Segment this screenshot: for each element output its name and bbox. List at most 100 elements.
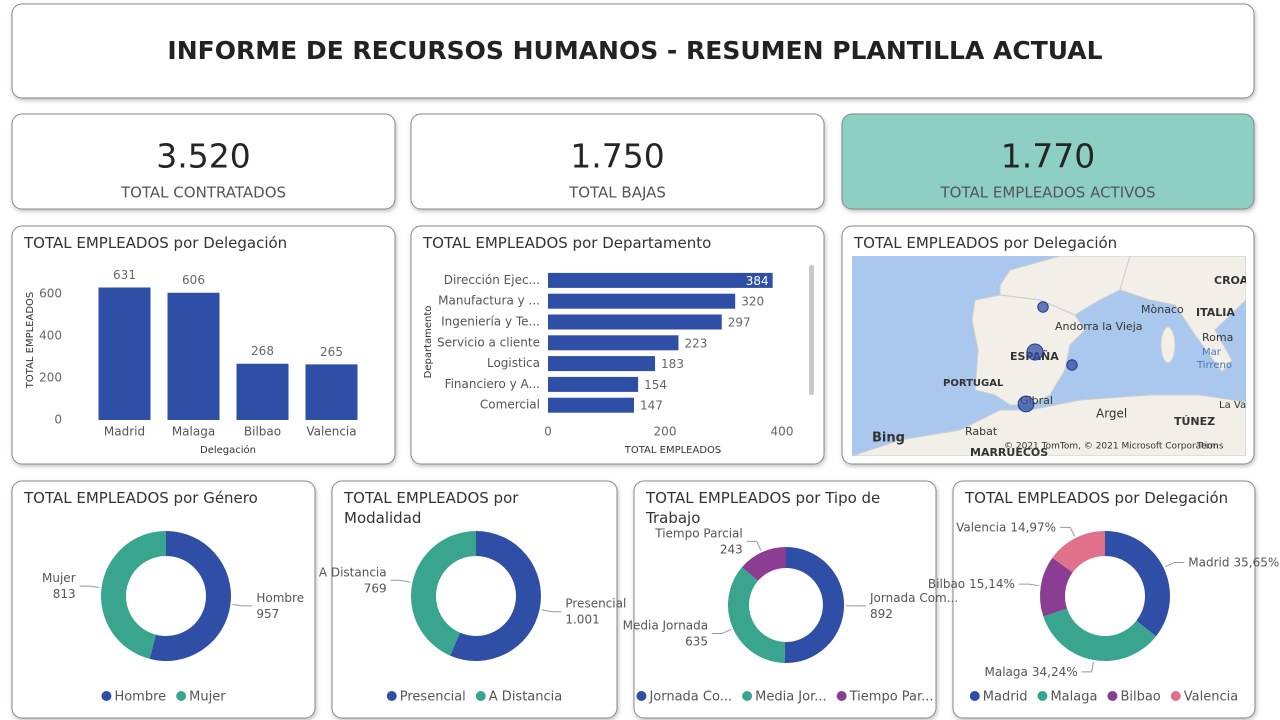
bar [548, 293, 736, 309]
y-tick-label: 0 [54, 413, 62, 427]
data-label: Jornada Com... 892 [869, 590, 958, 620]
legend-marker [742, 691, 753, 701]
legend: Presencial A Distancia [386, 690, 562, 705]
y-tick-label: Servicio a cliente [437, 335, 540, 349]
leader-line [712, 628, 732, 634]
legend-marker [836, 691, 847, 701]
chart-title: TOTAL EMPLEADOS por Género [24, 489, 258, 507]
bar [548, 314, 722, 330]
label-name: Media Jornada [623, 618, 708, 632]
legend-marker [386, 691, 397, 701]
chart-title: TOTAL EMPLEADOS por Delegación [24, 234, 288, 252]
label-name: Bilbao [928, 577, 965, 591]
label-name: Presencial [565, 596, 626, 610]
legend-label: A Distancia [489, 690, 562, 705]
bar [548, 397, 634, 413]
y-tick-label: Manufactura y ... [438, 294, 540, 308]
map-bubble [1017, 395, 1035, 413]
x-axis-title: Delegación [200, 444, 256, 456]
card [633, 480, 937, 719]
legend-marker [101, 691, 112, 701]
leader-line [1081, 661, 1094, 673]
x-tick-label: 0 [544, 425, 552, 439]
label-name: Tiempo Parcial [654, 526, 742, 540]
legend-marker [969, 691, 980, 701]
legend-label: Jornada Co... [648, 690, 732, 705]
map-label: Mar [1202, 347, 1222, 358]
donut-slice [741, 547, 786, 581]
card [331, 480, 618, 719]
data-label: 268 [251, 344, 274, 358]
data-label: Mujer 813 [42, 571, 76, 601]
map-label: Andorra la Vieja [1055, 320, 1143, 333]
legend-label: Bilbao [1120, 690, 1160, 705]
y-tick-label: Dirección Ejec... [444, 273, 540, 287]
card [410, 113, 825, 210]
y-tick-label: Comercial [480, 398, 540, 412]
map-label: Mònaco [1141, 303, 1184, 316]
leader-line [1018, 583, 1039, 587]
donut-slice [1043, 608, 1156, 661]
x-tick-label: Valencia [306, 425, 356, 439]
header-card [11, 3, 1255, 99]
kpi-value: 1.750 [570, 137, 664, 176]
kpi-value: 3.520 [156, 137, 250, 176]
label-value: 243 [720, 542, 743, 556]
label-value: 769 [364, 581, 387, 595]
data-label: 631 [113, 268, 136, 282]
bar [167, 292, 220, 420]
data-label: 147 [640, 399, 663, 413]
legend-label: Presencial [400, 690, 466, 705]
donut-slice [1105, 531, 1170, 637]
map-label: Tirreno [1196, 360, 1232, 371]
x-tick-label: Malaga [172, 425, 215, 439]
data-label: Media Jornada 635 [623, 618, 708, 648]
data-label: Malaga 34,24% [985, 664, 1078, 678]
data-label: Presencial 1.001 [565, 596, 626, 626]
data-label: 154 [644, 378, 667, 392]
legend: Hombre Mujer [101, 690, 226, 705]
scrollbar [809, 265, 814, 395]
legend-label: Hombre [114, 690, 166, 705]
x-tick-label: 200 [654, 425, 677, 439]
kpi-label: TOTAL EMPLEADOS ACTIVOS [940, 184, 1156, 202]
data-label: Bilbao 15,14% [928, 577, 1015, 591]
x-tick-label: 400 [771, 425, 794, 439]
legend-marker [475, 691, 486, 701]
map-label: Bing [872, 431, 905, 446]
data-label: Valencia 14,97% [956, 520, 1056, 534]
leader-line [232, 604, 253, 607]
label-name: A Distancia [319, 565, 387, 579]
leader-line [746, 540, 762, 551]
y-tick-label: Financiero y A... [445, 377, 540, 391]
chart-title: TOTAL EMPLEADOS por Tipo de Trabajo [646, 489, 881, 527]
donut-slice [100, 530, 166, 659]
legend-marker [1170, 691, 1181, 701]
bar [548, 376, 639, 392]
bar [548, 335, 679, 351]
map-label: Argel [1096, 407, 1127, 421]
data-label: 265 [320, 345, 343, 359]
data-label: Hombre 957 [256, 590, 304, 620]
y-axis-title: TOTAL EMPLEADOS [25, 292, 36, 390]
map-label: CROAC [1214, 274, 1256, 287]
data-label: 606 [182, 273, 205, 287]
card [952, 480, 1256, 719]
label-value: 15,14% [969, 577, 1015, 591]
bar [548, 272, 773, 288]
legend: Madrid Malaga Bilbao Valencia [969, 690, 1238, 705]
chart-title: TOTAL EMPLEADOS por Delegación [854, 234, 1118, 252]
label-name: Jornada Com... [869, 590, 958, 604]
label-value: 1.001 [565, 612, 599, 626]
map-label: © 2021 TomTom, © 2021 Microsoft Corporat… [1004, 442, 1218, 452]
map-tiles [852, 256, 1246, 456]
data-label: 297 [728, 316, 751, 330]
legend: Jornada Co... Media Jor... Tiempo Par... [636, 690, 934, 705]
data-label: Tiempo Parcial 243 [654, 526, 742, 556]
legend-label: Tiempo Par... [849, 690, 934, 705]
bar [305, 364, 358, 420]
leader-line [79, 585, 100, 588]
y-tick-label: 200 [39, 371, 62, 385]
